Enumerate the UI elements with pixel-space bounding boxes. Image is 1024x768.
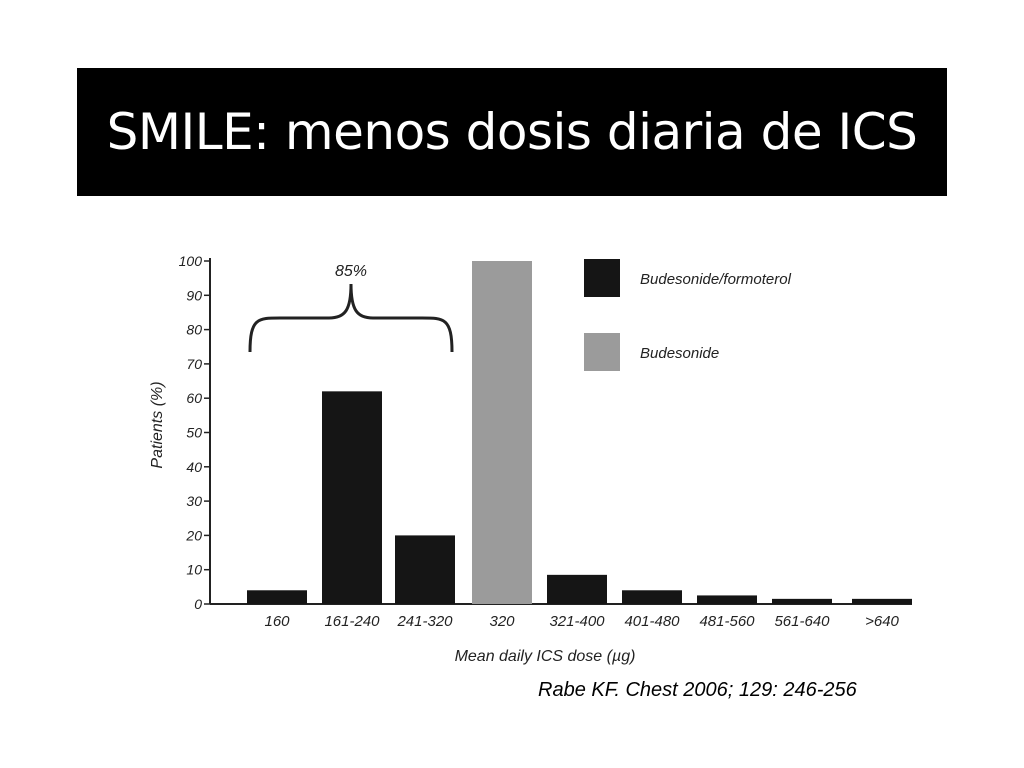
bar bbox=[247, 590, 307, 604]
y-tick-label: 80 bbox=[186, 322, 202, 338]
x-tick-label: 241-320 bbox=[396, 613, 453, 630]
citation: Rabe KF. Chest 2006; 129: 246-256 bbox=[538, 679, 857, 701]
bar bbox=[622, 590, 682, 604]
x-tick-labels: 160 161-240 241-320 320 321-400 401-480 481-56… bbox=[264, 613, 899, 630]
brace-mark bbox=[248, 283, 454, 353]
x-tick-label: 160 bbox=[264, 613, 290, 630]
bar bbox=[852, 598, 912, 604]
x-tick-label: >640 bbox=[865, 613, 899, 630]
y-tick-label: 20 bbox=[185, 527, 202, 543]
x-tick-label: 481-560 bbox=[699, 613, 755, 630]
legend-swatch bbox=[584, 333, 620, 371]
y-tick-label: 90 bbox=[186, 287, 202, 303]
annotation-label: 85% bbox=[335, 263, 367, 280]
slide-title: SMILE: menos dosis diaria de ICS bbox=[106, 103, 918, 161]
x-tick-label: 561-640 bbox=[774, 613, 830, 630]
x-tick-label: 321-400 bbox=[549, 613, 605, 630]
bar bbox=[472, 261, 532, 604]
x-axis-label: Mean daily ICS dose (µg) bbox=[455, 648, 636, 665]
y-tick-label: 0 bbox=[194, 596, 202, 612]
x-tick-label: 320 bbox=[489, 613, 515, 630]
chart-axes bbox=[209, 258, 912, 605]
chart-annotation: 85% bbox=[248, 263, 454, 353]
y-tick-labels: 0 10 20 30 40 50 60 70 80 90 100 bbox=[179, 253, 210, 612]
y-tick-label: 70 bbox=[186, 356, 202, 372]
bar bbox=[772, 598, 832, 604]
chart-legend: Budesonide/formoterol Budesonide bbox=[584, 259, 792, 371]
y-tick-label: 10 bbox=[186, 562, 202, 578]
chart-bars bbox=[247, 261, 912, 604]
y-tick-label: 100 bbox=[179, 253, 203, 269]
y-tick-label: 50 bbox=[186, 425, 202, 441]
legend-label: Budesonide bbox=[640, 345, 719, 362]
y-tick-label: 60 bbox=[186, 390, 202, 406]
y-tick-label: 30 bbox=[186, 493, 202, 509]
y-axis-label: Patients (%) bbox=[149, 381, 166, 468]
legend-label: Budesonide/formoterol bbox=[640, 271, 792, 288]
legend-swatch bbox=[584, 259, 620, 297]
bar bbox=[697, 595, 757, 604]
bar bbox=[322, 391, 382, 604]
bar bbox=[547, 574, 607, 604]
title-bar: SMILE: menos dosis diaria de ICS bbox=[77, 68, 947, 196]
y-tick-label: 40 bbox=[186, 459, 202, 475]
bar bbox=[395, 535, 455, 604]
x-tick-label: 401-480 bbox=[624, 613, 680, 630]
x-tick-label: 161-240 bbox=[324, 613, 380, 630]
